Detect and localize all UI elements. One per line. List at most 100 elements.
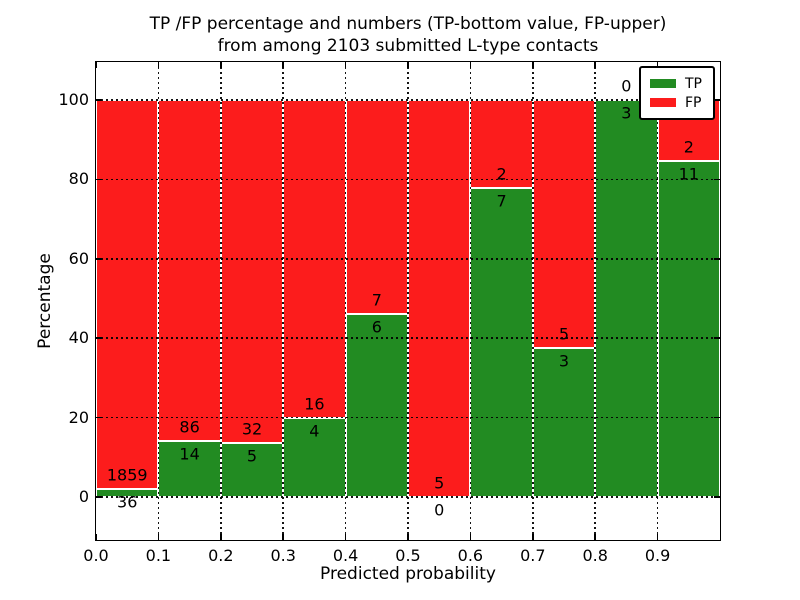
bar-count-label-fp: 1859 — [106, 465, 148, 485]
bar-count-label-fp: 5 — [434, 473, 445, 493]
chart-title-line2: from among 2103 submitted L-type contact… — [217, 36, 599, 56]
x-axis-label: Predicted probability — [320, 564, 496, 584]
bar-count-label-fp: 5 — [558, 324, 570, 344]
x-axis-tick — [469, 534, 472, 540]
grid-line-vertical — [220, 62, 222, 540]
x-axis-tick — [532, 534, 534, 540]
y-axis-tick-right — [714, 178, 720, 181]
x-tick-label: 0.6 — [457, 546, 484, 565]
x-axis-tick — [344, 534, 347, 540]
bar-segment-fp — [345, 99, 408, 314]
x-tick-label: 0.5 — [395, 546, 421, 565]
bar-segment-tp — [283, 417, 346, 497]
grid-line-vertical — [656, 62, 659, 540]
bar-count-label-tp: 0 — [434, 500, 445, 520]
bar-segment-fp — [96, 99, 159, 490]
bar-count-label-tp: 36 — [117, 492, 138, 512]
legend: TP FP — [639, 66, 715, 120]
y-axis-tick — [96, 178, 102, 181]
x-axis-tick-top — [407, 62, 409, 68]
y-axis-tick — [96, 99, 102, 101]
y-axis-tick-right — [714, 258, 720, 260]
y-axis-tick-right — [714, 99, 720, 101]
x-tick-label: 0.2 — [208, 546, 234, 565]
grid-line-vertical — [594, 62, 596, 540]
bar-count-label-fp: 0 — [621, 76, 632, 96]
chart-title-line1: TP /FP percentage and numbers (TP-bottom… — [149, 14, 667, 34]
y-axis-tick-right — [714, 416, 720, 419]
x-axis-tick — [157, 534, 160, 540]
grid-line-vertical — [532, 62, 534, 540]
y-axis-tick — [96, 258, 102, 260]
x-axis-tick-top — [594, 62, 596, 68]
x-tick-label: 0.1 — [145, 546, 172, 565]
x-tick-label: 0.0 — [83, 546, 109, 565]
y-tick-label: 80 — [68, 169, 89, 189]
legend-entry-fp: FP — [650, 93, 702, 112]
grid-line-horizontal — [96, 258, 720, 260]
legend-swatch-fp-icon — [650, 98, 676, 107]
x-axis-tick — [594, 534, 596, 540]
bar-segment-fp — [158, 99, 221, 442]
grid-line-vertical — [157, 62, 160, 540]
y-tick-label: 60 — [68, 248, 89, 268]
bar-count-label-fp: 32 — [241, 419, 263, 439]
y-tick-label: 100 — [58, 89, 89, 109]
bar-segment-tp — [345, 313, 408, 497]
bar-count-label-tp: 5 — [246, 446, 258, 466]
y-axis-tick — [96, 416, 102, 419]
bar-count-label-fp: 86 — [179, 417, 200, 437]
grid-line-vertical — [469, 62, 472, 540]
bar-count-label-tp: 7 — [496, 191, 507, 211]
bar-count-label-tp: 3 — [558, 351, 570, 371]
x-tick-label: 0.9 — [644, 546, 671, 565]
y-axis-tick — [96, 496, 102, 498]
grid-line-horizontal — [96, 496, 720, 498]
legend-label-tp: TP — [685, 75, 702, 92]
bar-segment-fp — [532, 99, 596, 349]
bar-segment-tp — [657, 161, 720, 497]
x-tick-label: 0.3 — [270, 546, 296, 565]
grid-line-vertical — [344, 62, 347, 540]
y-tick-label: 20 — [68, 407, 89, 427]
y-axis-tick-right — [714, 337, 720, 339]
x-axis-tick-top — [344, 62, 347, 68]
bar-segment-tp — [532, 348, 596, 497]
x-axis-tick-top — [656, 62, 659, 68]
x-tick-label: 0.8 — [582, 546, 608, 565]
bar-segment-fp — [220, 99, 284, 444]
y-tick-label: 40 — [68, 328, 89, 348]
x-axis-tick-top — [220, 62, 222, 68]
grid-line-vertical — [407, 62, 409, 540]
bar-count-label-fp: 2 — [683, 137, 694, 157]
x-axis-tick-top — [95, 62, 97, 68]
bar-segment-tp — [595, 99, 658, 497]
y-axis-tick-right — [714, 496, 720, 498]
x-axis-tick-top — [532, 62, 534, 68]
bar-count-label-tp: 6 — [371, 317, 382, 337]
bar-segment-fp — [408, 99, 471, 497]
x-axis-tick — [220, 534, 222, 540]
bar-count-label-tp: 4 — [309, 421, 320, 441]
chart-title: TP /FP percentage and numbers (TP-bottom… — [96, 13, 720, 57]
x-axis-tick — [407, 534, 409, 540]
grid-line-horizontal — [96, 416, 720, 419]
plot-area: 1859 36 86 14 32 5 16 4 7 6 5 0 2 7 5 3 0 3 2 11 TP FP — [95, 61, 721, 541]
bar-count-label-fp: 2 — [496, 164, 507, 184]
legend-label-fp: FP — [685, 94, 702, 111]
y-axis-tick — [96, 337, 102, 339]
bar-count-label-fp: 16 — [304, 394, 325, 414]
x-tick-label: 0.7 — [520, 546, 546, 565]
bar-count-label-tp: 11 — [678, 164, 699, 184]
bar-count-label-tp: 14 — [179, 444, 200, 464]
x-axis-tick — [656, 534, 659, 540]
x-tick-label: 0.4 — [332, 546, 359, 565]
grid-line-horizontal — [96, 99, 720, 101]
x-axis-tick-top — [469, 62, 472, 68]
legend-entry-tp: TP — [650, 74, 702, 93]
bar-segment-tp — [470, 188, 533, 497]
x-axis-tick — [95, 534, 97, 540]
bar-count-label-tp: 3 — [621, 103, 632, 123]
x-axis-tick-top — [282, 62, 284, 68]
